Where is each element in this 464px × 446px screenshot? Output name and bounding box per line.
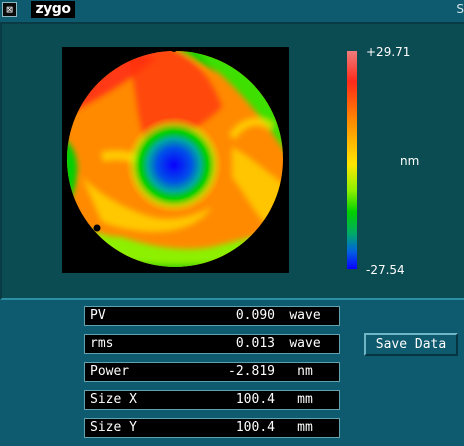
zygo-logo: zygo [31, 1, 75, 18]
result-label: Size X [90, 392, 137, 407]
result-power: Power -2.819 nm [84, 362, 340, 382]
window-menu-icon[interactable]: ⊠ [2, 2, 17, 17]
result-size-x: Size X 100.4 mm [84, 390, 340, 410]
result-unit: wave [289, 336, 321, 351]
colorbar-min-label: -27.54 [366, 263, 405, 277]
result-label: PV [90, 308, 106, 323]
result-pv: PV 0.090 wave [84, 306, 340, 326]
result-unit: mm [297, 420, 313, 435]
save-data-button[interactable]: Save Data [364, 333, 458, 356]
result-unit: mm [297, 392, 313, 407]
result-value: 100.4 [235, 392, 275, 407]
colorbar-max-label: +29.71 [366, 45, 411, 59]
result-value: -2.819 [228, 364, 275, 379]
result-label: rms [90, 336, 114, 351]
result-unit: wave [289, 308, 321, 323]
title-bar: ⊠ zygo S [0, 0, 464, 20]
result-value: 0.090 [235, 308, 275, 323]
fiducial-mark [93, 224, 101, 232]
result-value: 100.4 [235, 420, 275, 435]
result-rms: rms 0.013 wave [84, 334, 340, 354]
surface-map-graphic [67, 46, 283, 267]
color-scale-bar [347, 51, 357, 269]
result-label: Size Y [90, 420, 137, 435]
result-label: Power [90, 364, 130, 379]
result-size-y: Size Y 100.4 mm [84, 418, 340, 438]
result-unit: nm [297, 364, 313, 379]
result-value: 0.013 [235, 336, 275, 351]
title-edge-text: S [456, 2, 464, 16]
colorbar-unit-label: nm [400, 154, 420, 168]
surface-map[interactable] [62, 46, 289, 273]
